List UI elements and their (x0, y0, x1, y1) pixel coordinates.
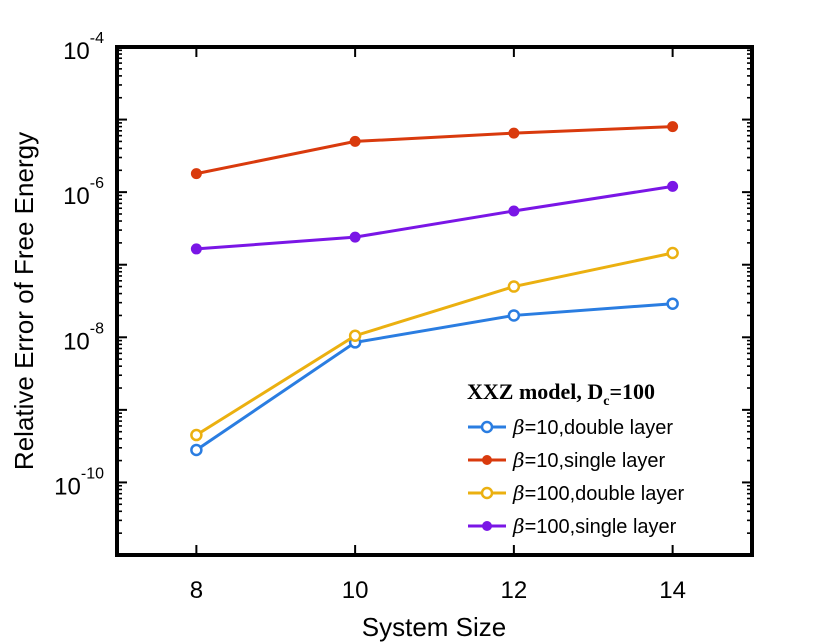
data-point (667, 180, 679, 192)
legend-label-text: =10,double layer (525, 417, 674, 439)
legend-marker (482, 521, 492, 531)
y-tick-exponent: -4 (90, 30, 104, 47)
data-point (190, 243, 202, 255)
series-line-1 (196, 125, 673, 176)
legend-title-suffix: =100 (610, 379, 656, 404)
y-tick-label: 10-8 (63, 320, 104, 355)
legend-title: XXZ model, Dc=100 (467, 379, 655, 409)
y-tick-base: 10 (54, 473, 81, 500)
data-point (666, 246, 679, 260)
data-point (190, 168, 202, 180)
y-tick-base: 10 (63, 183, 90, 210)
y-tick-label: 10-4 (63, 30, 104, 65)
data-point (507, 309, 521, 322)
legend-label-greek: β (512, 481, 525, 505)
y-tick-base: 10 (63, 328, 90, 355)
data-point (348, 329, 362, 342)
y-tick-label: 10-6 (63, 175, 104, 210)
legend-label-greek: β (512, 514, 525, 538)
data-point (507, 280, 521, 293)
y-tick-label: 10-10 (54, 465, 104, 500)
legend: XXZ model, Dc=100 β=10,double layerβ=10,… (467, 379, 684, 538)
x-tick-label: 8 (190, 577, 203, 604)
legend-label-greek: β (512, 415, 525, 439)
data-point (508, 205, 520, 217)
plot-frame (115, 45, 754, 557)
legend-marker (480, 420, 494, 434)
x-tick-labels: 8 10 12 14 (190, 577, 686, 604)
legend-label: β=100,double layer (512, 481, 684, 505)
legend-title-subscript: c (603, 394, 609, 409)
x-axis-label: System Size (362, 612, 507, 642)
y-tick-labels: 10-410-610-810-10 (54, 30, 104, 500)
data-point (349, 231, 361, 243)
data-point (667, 121, 679, 133)
x-tick-label: 14 (659, 577, 686, 604)
y-tick-base: 10 (63, 38, 90, 65)
data-point (508, 127, 520, 139)
legend-label-text: =10,single layer (525, 450, 666, 472)
series-layer (190, 121, 679, 457)
x-tick-label: 12 (501, 577, 528, 604)
y-axis-label: Relative Error of Free Energy (9, 132, 39, 470)
data-point (190, 443, 203, 457)
x-tick-label: 10 (342, 577, 369, 604)
y-tick-exponent: -10 (81, 465, 104, 482)
legend-label: β=100,single layer (512, 514, 677, 538)
legend-marker (480, 486, 494, 500)
data-point (666, 297, 679, 310)
series-line-2 (195, 251, 673, 437)
legend-label: β=10,single layer (512, 448, 666, 472)
y-tick-exponent: -6 (90, 175, 104, 192)
data-point (190, 428, 203, 442)
legend-label-text: =100,double layer (525, 483, 685, 505)
data-point (349, 135, 361, 147)
series-line-0 (195, 302, 673, 452)
y-tick-exponent: -8 (90, 320, 104, 337)
legend-label-greek: β (512, 448, 525, 472)
legend-label-text: =100,single layer (525, 516, 677, 538)
legend-title-main: XXZ model, D (467, 379, 603, 404)
legend-marker (482, 455, 492, 465)
series-line-3 (196, 184, 673, 251)
legend-label: β=10,double layer (512, 415, 673, 439)
